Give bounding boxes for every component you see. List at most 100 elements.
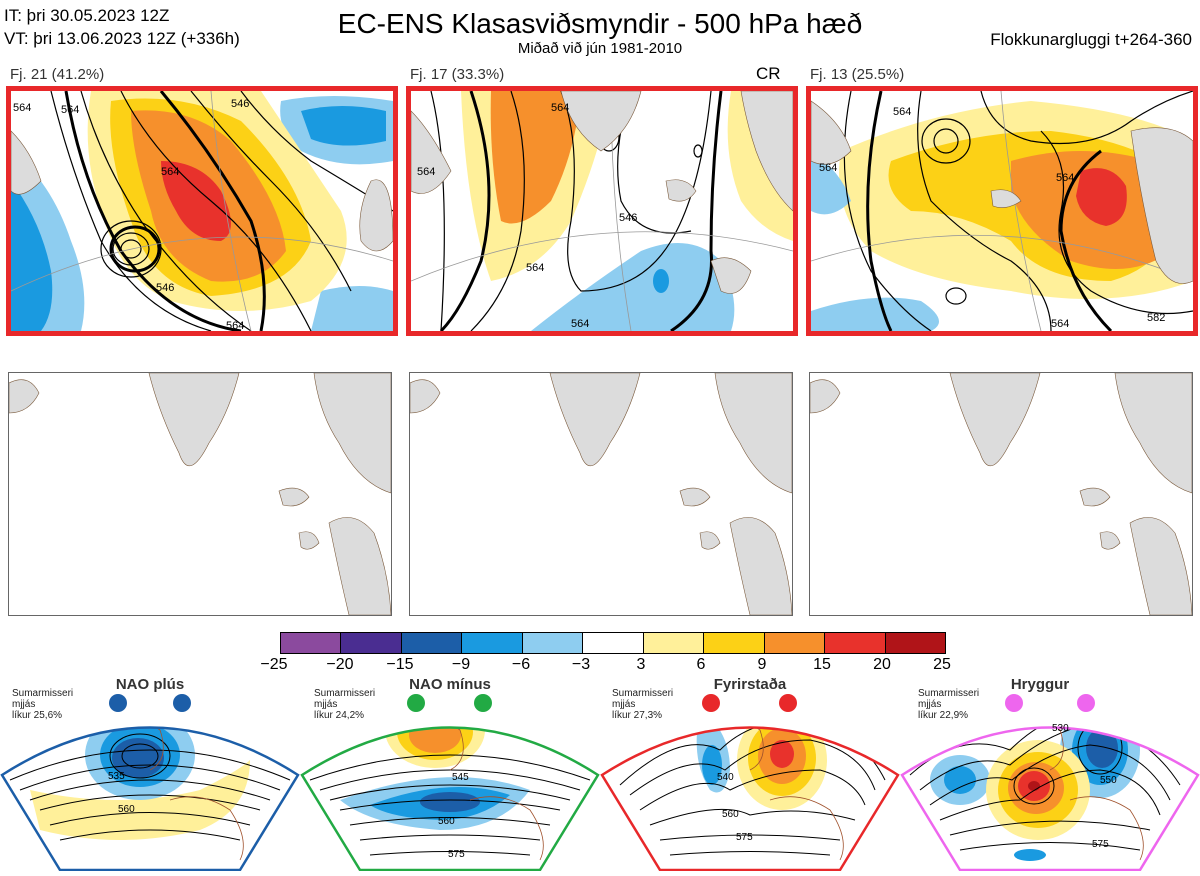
regime-2-title: NAO mínus xyxy=(409,676,491,693)
colorbar-tick: 25 xyxy=(933,656,951,673)
empty-map-3 xyxy=(809,372,1193,616)
regime-2-border xyxy=(300,726,600,872)
cluster-3-contour-label: 564 xyxy=(1051,318,1069,330)
regime-probability: líkur 25,6% xyxy=(12,710,63,721)
regime-1-info: Sumarmisseri mjjás líkur 25,6% xyxy=(12,688,73,721)
regime-period: mjjás xyxy=(918,699,942,710)
regime-1-label: 535 xyxy=(108,771,125,782)
regime-probability: líkur 22,9% xyxy=(918,710,969,721)
cluster-1-contour-label: 564 xyxy=(61,104,79,116)
regime-map-2: 545 560 575 xyxy=(300,690,600,876)
regime-4-info: Sumarmisseri mjjás líkur 22,9% xyxy=(918,688,979,721)
cluster-map-2: 564 564 546 564 564 xyxy=(406,86,798,336)
regime-2-label: 545 xyxy=(452,772,469,783)
regime-3-title: Fyrirstaða xyxy=(713,676,787,693)
regime-3-marker-icon xyxy=(779,694,797,712)
colorbar-swatch xyxy=(643,633,705,653)
colorbar-swatch xyxy=(522,633,584,653)
regime-2-info: Sumarmisseri mjjás líkur 24,2% xyxy=(314,688,375,721)
cluster-1-contour-label: 546 xyxy=(231,98,249,110)
header-times: IT: þri 30.05.2023 12Z VT: þri 13.06.202… xyxy=(4,4,240,50)
regime-1-title: NAO plús xyxy=(115,676,185,693)
regime-1-border xyxy=(0,726,300,872)
vt-line: VT: þri 13.06.2023 12Z (+336h) xyxy=(4,29,240,48)
empty-map-2 xyxy=(409,372,793,616)
page-title: EC-ENS Klasasviðsmyndir - 500 hPa hæð xyxy=(337,8,863,39)
colorbar-tick: 6 xyxy=(696,656,706,673)
colorbar-swatch xyxy=(341,633,402,653)
cluster-1-label: Fj. 21 (41.2%) xyxy=(10,66,105,83)
regime-season: Sumarmisseri xyxy=(612,688,674,699)
cluster-3-label: Fj. 13 (25.5%) xyxy=(810,66,905,83)
regime-4-label: 550 xyxy=(1100,775,1117,786)
colorbar-swatch xyxy=(401,633,463,653)
colorbar-tick: −3 xyxy=(571,656,591,673)
regime-2-marker-icon xyxy=(407,694,425,712)
regime-4-label: 530 xyxy=(1052,723,1069,734)
colorbar-swatch xyxy=(885,633,945,653)
cluster-map-3: 564 564 564 564 582 xyxy=(806,86,1198,336)
cluster-2-contour-label: 564 xyxy=(526,262,544,274)
regime-season: Sumarmisseri xyxy=(918,688,980,699)
colorbar-swatch xyxy=(462,633,523,653)
cluster-1-contour-label: 546 xyxy=(156,282,174,294)
colorbar-swatch xyxy=(764,633,826,653)
regime-season: Sumarmisseri xyxy=(314,688,376,699)
regime-probability: líkur 24,2% xyxy=(314,710,365,721)
regime-3-marker-icon xyxy=(702,694,720,712)
page-subtitle: Miðað við jún 1981-2010 xyxy=(517,40,683,57)
empty-map-1 xyxy=(8,372,392,616)
regime-1-marker-icon xyxy=(109,694,127,712)
cluster-3-contour-label: 582 xyxy=(1147,312,1165,324)
regime-4-marker-icon xyxy=(1077,694,1095,712)
classification-window: Flokkunargluggi t+264-360 xyxy=(990,30,1192,49)
cluster-2-contour-label: 546 xyxy=(619,212,637,224)
colorbar-tick: 3 xyxy=(636,656,646,673)
cluster-2-contour-label: 564 xyxy=(571,318,589,330)
cluster-3-contour-label: 564 xyxy=(819,162,837,174)
regime-4-marker-icon xyxy=(1005,694,1023,712)
colorbar-swatch xyxy=(281,633,342,653)
cluster-2-contour-label: 564 xyxy=(551,102,569,114)
colorbar-tick: 9 xyxy=(757,656,767,673)
regime-period: mjjás xyxy=(12,699,36,710)
colorbar-tick: 20 xyxy=(873,656,891,673)
regime-3-label: 560 xyxy=(722,809,739,820)
regime-map-4: 530 550 575 xyxy=(900,690,1200,876)
it-line: IT: þri 30.05.2023 12Z xyxy=(4,6,170,25)
regime-3-info: Sumarmisseri mjjás líkur 27,3% xyxy=(612,688,673,721)
cluster-1-contour-label: 564 xyxy=(161,166,179,178)
colorbar-tick: 15 xyxy=(813,656,831,673)
colorbar-swatch xyxy=(704,633,765,653)
cluster-map-1: 564 564 546 546 564 564 xyxy=(6,86,398,336)
regime-map-1: 535 560 xyxy=(0,690,300,876)
regime-3-border xyxy=(600,726,900,872)
cluster-3-contour-label: 564 xyxy=(1056,172,1074,184)
cluster-1-contour-label: 564 xyxy=(13,102,31,114)
regime-3-label: 575 xyxy=(736,832,753,843)
colorbar-swatch xyxy=(583,633,644,653)
cluster-2-label: Fj. 17 (33.3%) xyxy=(410,66,505,83)
colorbar-tick: −6 xyxy=(511,656,531,673)
colorbar-tick: −9 xyxy=(451,656,471,673)
regime-2-label: 560 xyxy=(438,816,455,827)
regime-1-label: 560 xyxy=(118,804,135,815)
regime-4-title: Hryggur xyxy=(1010,676,1070,693)
colorbar-tick: −15 xyxy=(386,656,414,673)
cluster-3-contour-label: 564 xyxy=(893,106,911,118)
regime-probability: líkur 27,3% xyxy=(612,710,663,721)
colorbar-swatch xyxy=(825,633,886,653)
colorbar-tick: −20 xyxy=(326,656,354,673)
regime-3-label: 540 xyxy=(717,772,734,783)
cluster-1-contour-label: 564 xyxy=(226,320,244,331)
regime-4-label: 575 xyxy=(1092,839,1109,850)
regime-period: mjjás xyxy=(612,699,636,710)
colorbar-tick: −25 xyxy=(260,656,288,673)
regime-1-marker-icon xyxy=(173,694,191,712)
regime-map-3: 540 560 575 xyxy=(600,690,900,876)
regime-season: Sumarmisseri xyxy=(12,688,74,699)
regime-2-marker-icon xyxy=(474,694,492,712)
regime-period: mjjás xyxy=(314,699,338,710)
cluster-2-tag: CR xyxy=(756,64,781,83)
regime-4-border xyxy=(900,726,1200,872)
